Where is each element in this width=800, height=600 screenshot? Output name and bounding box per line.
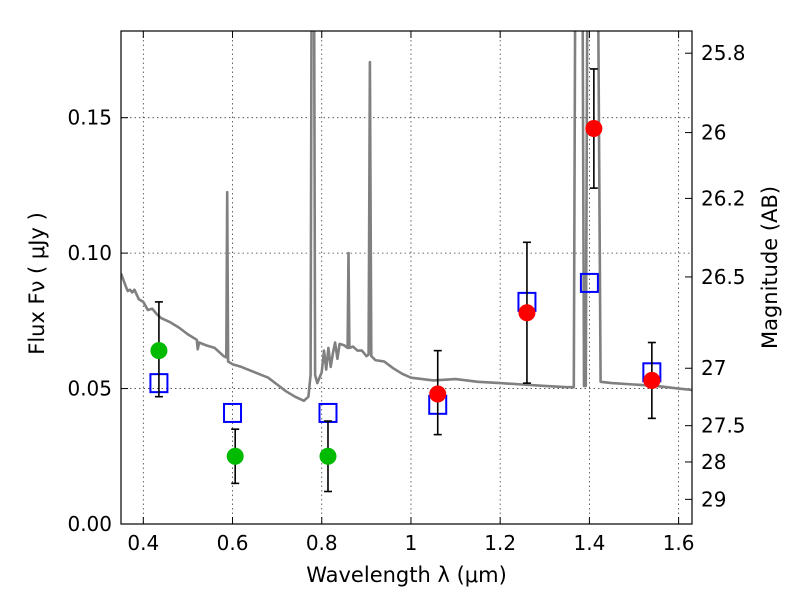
x-tick-label: 0.8 — [306, 531, 338, 555]
grid-lines — [121, 31, 692, 524]
model-square-marker — [579, 272, 599, 293]
detection-marker — [150, 342, 168, 360]
mag-tick-label: 27.5 — [701, 414, 746, 438]
x-tick-label: 1 — [405, 531, 418, 555]
detection-marker — [643, 371, 661, 389]
mag-tick-label: 25.8 — [701, 41, 746, 65]
right-axis-label: Magnitude (AB) — [758, 186, 782, 349]
detection-marker — [585, 120, 603, 138]
x-tick-label: 1.6 — [663, 531, 695, 555]
axis-ticks: 0.4 0.6 0.8 1 1.2 1.4 1.6 0.00 0.05 0.10 0.15 25.8 2… — [67, 31, 746, 555]
photometry-layer — [149, 68, 662, 493]
x-tick-label: 1.2 — [484, 531, 516, 555]
model-square-marker — [223, 402, 243, 423]
x-tick-label: 0.6 — [217, 531, 249, 555]
x-axis-label: Wavelength λ (μm) — [306, 563, 507, 587]
y-tick-label: 0.10 — [67, 241, 112, 265]
detection-marker — [319, 447, 337, 465]
mag-tick-label: 29 — [701, 487, 726, 511]
template-spectrum-line — [121, 31, 692, 403]
x-tick-label: 0.4 — [127, 531, 159, 555]
detection-marker — [518, 304, 536, 322]
plot-frame — [120, 30, 693, 525]
template-spectrum-layer — [121, 31, 692, 403]
mag-tick-label: 27 — [701, 356, 726, 380]
detection-marker — [429, 385, 447, 403]
y-axis-label: Flux Fν ( μJy ) — [25, 212, 49, 355]
y-tick-label: 0.00 — [67, 512, 112, 536]
y-tick-label: 0.05 — [67, 377, 112, 401]
mag-tick-label: 26 — [701, 121, 726, 145]
x-tick-label: 1.4 — [573, 531, 605, 555]
mag-tick-label: 28 — [701, 450, 726, 474]
mag-tick-label: 26.2 — [701, 186, 746, 210]
detection-marker — [226, 447, 244, 465]
mag-tick-label: 26.5 — [701, 265, 746, 289]
y-tick-label: 0.15 — [67, 106, 112, 130]
